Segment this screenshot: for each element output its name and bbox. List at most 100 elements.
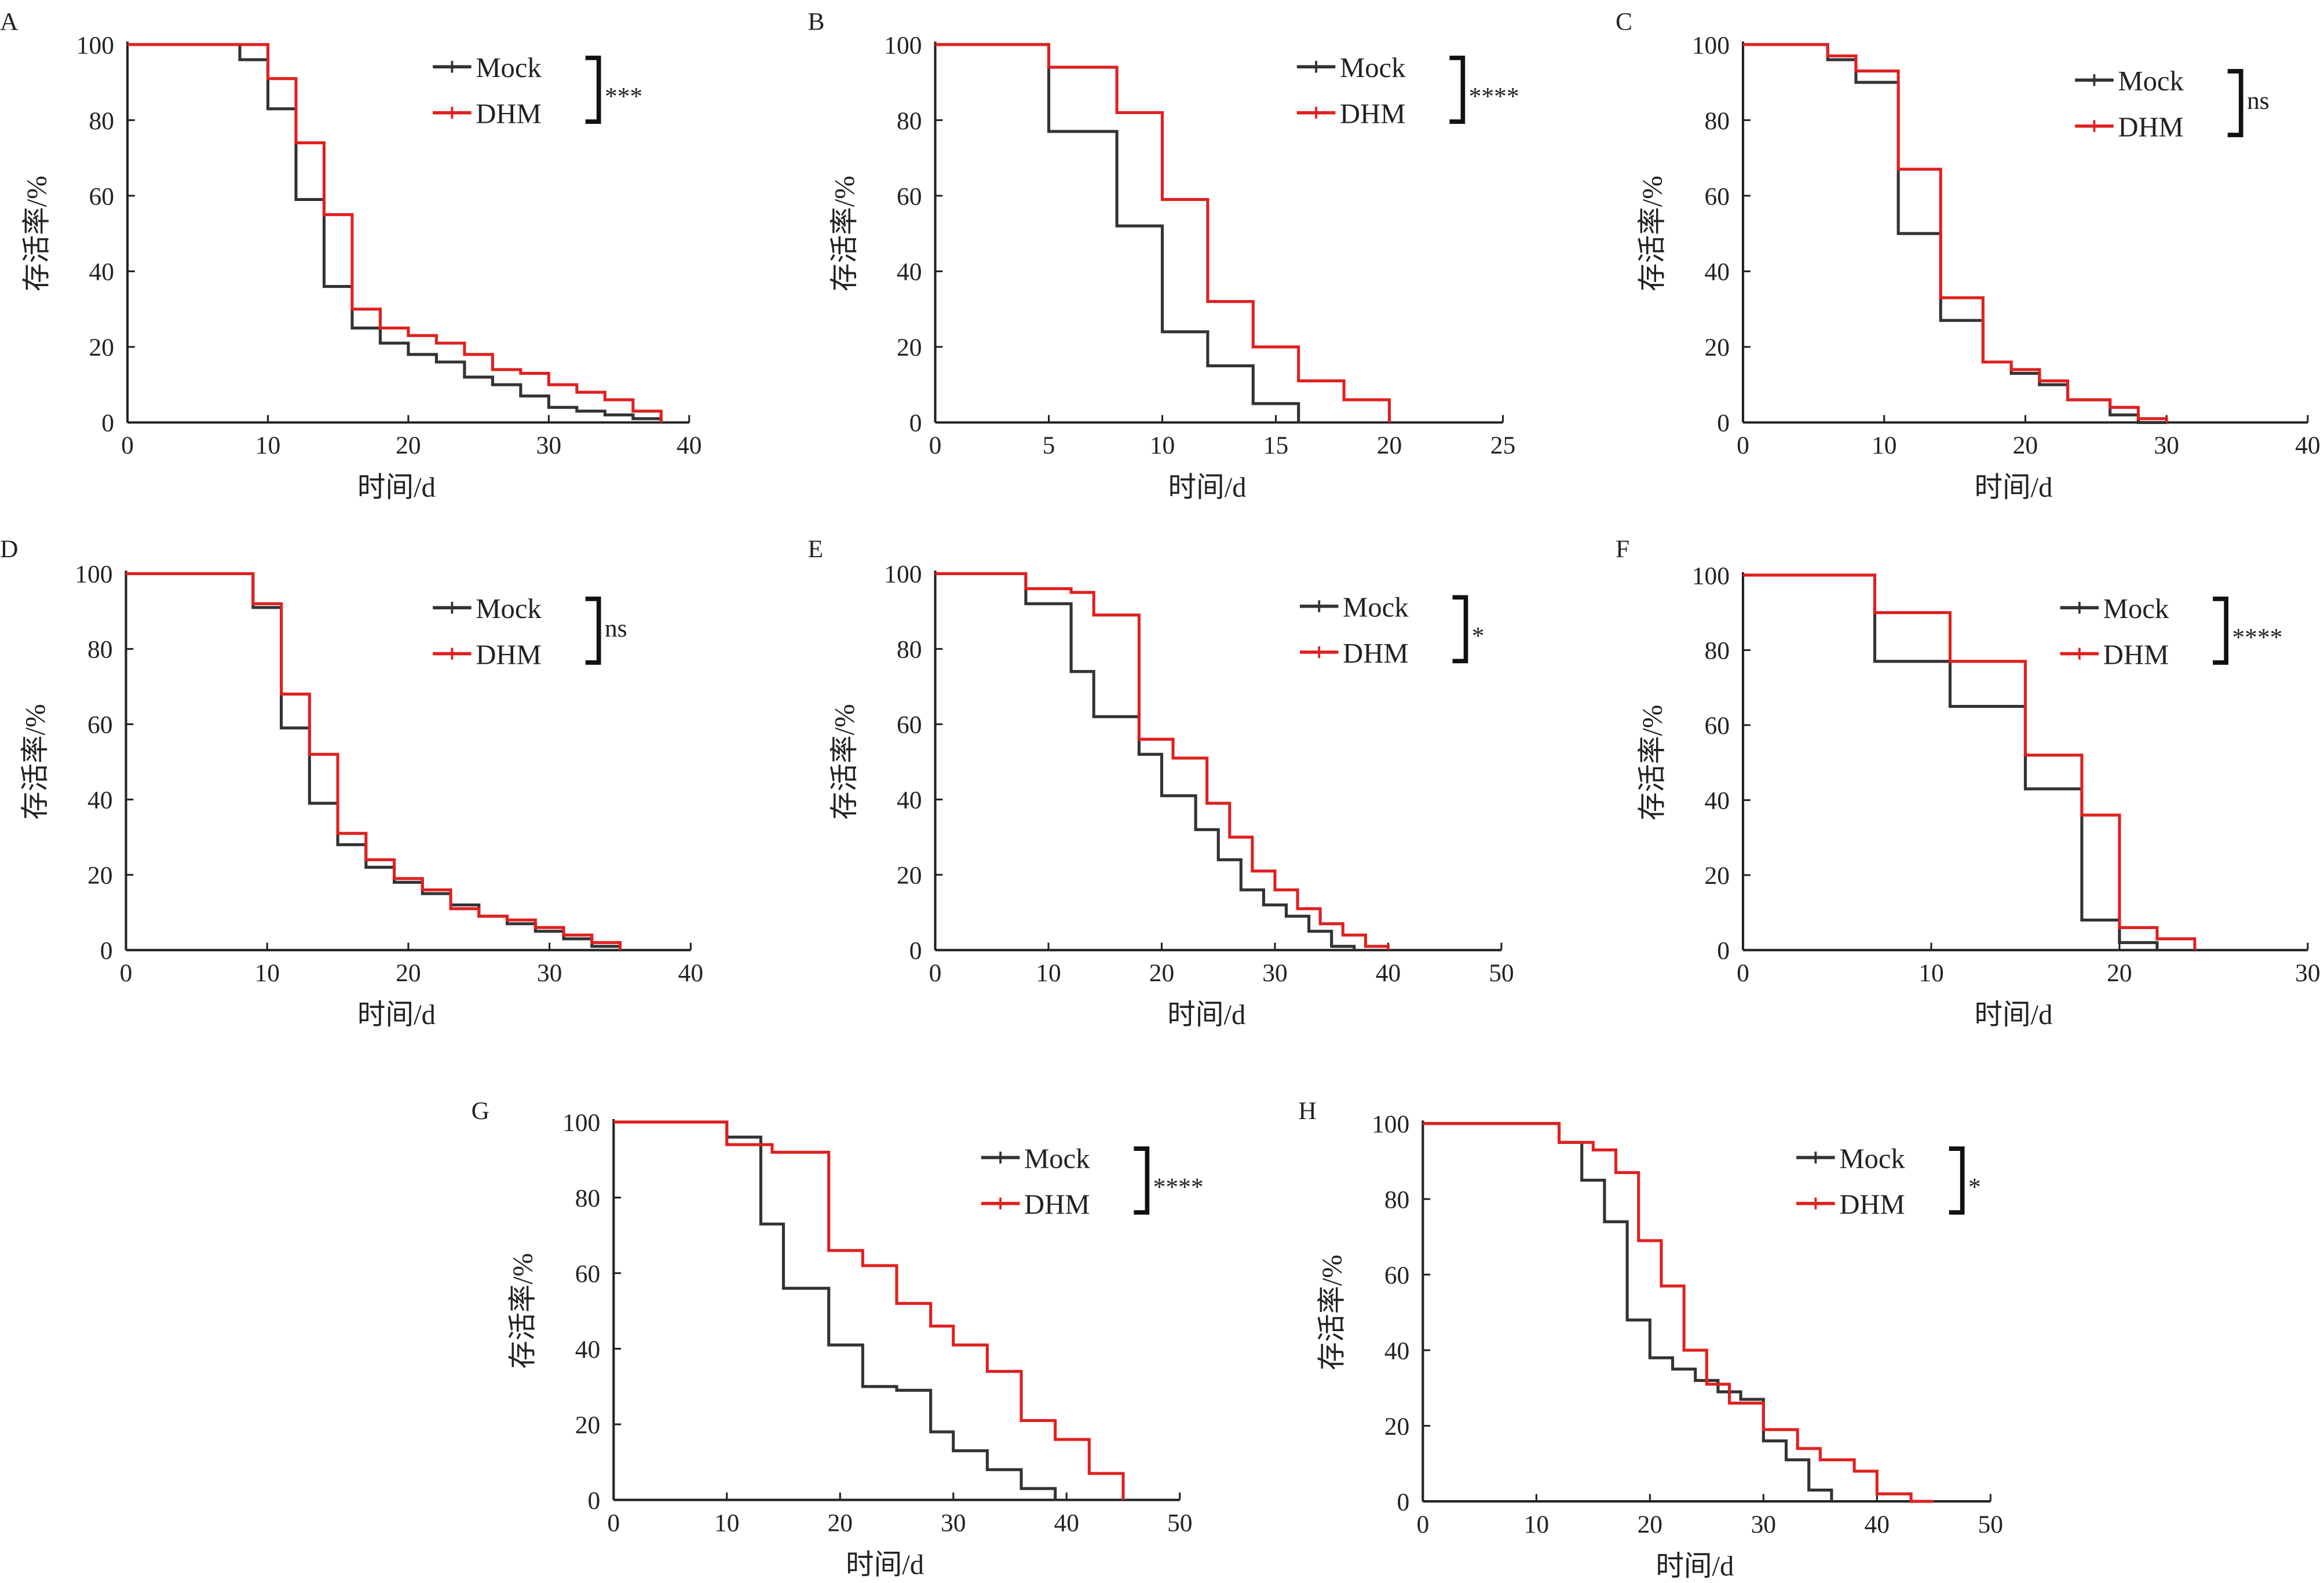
series-dhm-line: [935, 43, 1391, 423]
y-tick-label: 0: [909, 937, 922, 965]
x-tick-label: 10: [1150, 432, 1175, 459]
x-tick-label: 30: [2295, 959, 2320, 987]
x-tick-label: 40: [2295, 432, 2320, 459]
y-axis-label: 存活率/%: [21, 176, 52, 291]
x-tick-label: 5: [1043, 432, 1055, 459]
x-tick-label: 20: [396, 959, 421, 987]
significance-label: *: [1472, 622, 1485, 650]
x-tick-label: 10: [714, 1509, 739, 1537]
series-mock-line: [1743, 43, 2167, 424]
y-tick-label: 60: [897, 711, 922, 739]
x-tick-label: 30: [2154, 432, 2179, 459]
significance-label: ***: [605, 83, 642, 111]
y-tick-label: 60: [575, 1260, 600, 1288]
legend-label-mock: Mock: [1024, 1143, 1090, 1174]
x-tick-label: 20: [828, 1509, 853, 1537]
x-tick-label: 40: [1376, 959, 1401, 987]
x-axis-label: 时间/d: [357, 471, 436, 503]
x-tick-label: 50: [1978, 1511, 2003, 1538]
y-tick-label: 0: [1397, 1488, 1410, 1516]
y-axis-label: 存活率/%: [1636, 176, 1668, 291]
y-tick-label: 80: [897, 107, 922, 135]
legend-label-mock: Mock: [1343, 592, 1409, 623]
series-mock-line: [935, 43, 1300, 423]
x-tick-label: 50: [1167, 1509, 1192, 1537]
panel-letter: B: [807, 8, 824, 35]
legend-label-dhm: DHM: [476, 639, 541, 670]
x-tick-label: 0: [607, 1509, 620, 1537]
significance-bracket: [2227, 69, 2243, 137]
significance-label: *: [1968, 1173, 1981, 1201]
legend-label-mock: Mock: [2118, 65, 2184, 97]
x-tick-label: 10: [1524, 1511, 1549, 1538]
panel-letter: D: [0, 535, 18, 563]
x-tick-label: 10: [1036, 959, 1061, 987]
significance-bracket: [1452, 595, 1468, 664]
y-tick-label: 20: [87, 862, 112, 890]
panel-a: A 0 20 40 60 80 100 0 10 20 30 40 时间/d 存活率/% Mock DHM **…: [0, 8, 702, 503]
x-tick-label: 40: [678, 959, 703, 987]
y-tick-label: 40: [897, 258, 922, 286]
y-tick-label: 20: [1704, 862, 1729, 890]
y-tick-label: 80: [897, 636, 922, 664]
significance-bracket: [1949, 1146, 1965, 1215]
series-dhm-line: [126, 572, 622, 950]
x-tick-label: 0: [929, 959, 942, 987]
y-tick-label: 100: [884, 31, 922, 59]
panel-d: D 0 20 40 60 80 100 0 10 20 30 40 时间/d 存活率/% Mock DHM ns: [0, 535, 703, 1030]
y-tick-label: 20: [89, 334, 114, 361]
y-tick-label: 20: [1704, 334, 1729, 361]
panel-letter: G: [472, 1097, 489, 1125]
y-tick-label: 0: [1717, 937, 1730, 965]
significance-bracket: [585, 597, 601, 665]
x-tick-label: 25: [1490, 432, 1515, 459]
x-tick-label: 30: [1262, 959, 1287, 987]
x-tick-label: 0: [929, 432, 942, 459]
x-axis-label: 时间/d: [846, 1549, 924, 1580]
x-axis-label: 时间/d: [1656, 1551, 1734, 1582]
x-tick-label: 10: [1919, 959, 1943, 987]
x-axis-label: 时间/d: [1974, 471, 2052, 503]
y-axis-label: 存活率/%: [507, 1253, 539, 1369]
y-axis-label: 存活率/%: [1317, 1255, 1348, 1370]
x-tick-label: 0: [1737, 432, 1749, 459]
y-tick-label: 20: [897, 862, 922, 890]
x-axis-label: 时间/d: [1974, 999, 2052, 1030]
x-tick-label: 10: [254, 959, 279, 987]
x-tick-label: 20: [1149, 959, 1174, 987]
y-tick-label: 60: [897, 182, 922, 210]
series-mock-line: [613, 1120, 1057, 1500]
legend-label-mock: Mock: [476, 52, 542, 83]
legend-label-dhm: DHM: [2103, 639, 2169, 670]
y-tick-label: 80: [1704, 107, 1729, 135]
legend-label-dhm: DHM: [1340, 98, 1405, 130]
panel-letter: H: [1298, 1097, 1316, 1125]
x-tick-label: 0: [1416, 1511, 1429, 1538]
panel-c: C 0 20 40 60 80 100 0 10 20 30 40 时间/d 存活率/% Mock DHM ns: [1616, 8, 2321, 503]
y-tick-label: 40: [87, 787, 112, 814]
significance-label: ns: [605, 615, 627, 642]
x-tick-label: 20: [1377, 432, 1402, 459]
y-tick-label: 20: [1384, 1413, 1409, 1441]
legend-label-mock: Mock: [1340, 52, 1406, 83]
y-tick-label: 80: [89, 107, 114, 135]
y-tick-label: 100: [1692, 31, 1730, 59]
y-axis-label: 存活率/%: [1636, 705, 1668, 821]
x-tick-label: 40: [677, 432, 701, 459]
y-axis-label: 存活率/%: [829, 176, 860, 291]
y-tick-label: 100: [76, 31, 114, 59]
y-tick-label: 80: [1704, 637, 1729, 665]
y-tick-label: 40: [89, 258, 114, 286]
panel-b: B 0 20 40 60 80 100 0 5 10 15 20 25 时间/d 存活率/% Mock DHM *…: [807, 8, 1519, 503]
y-tick-label: 100: [1372, 1110, 1409, 1138]
panel-letter: E: [807, 535, 823, 563]
panel-letter: A: [0, 8, 19, 35]
x-axis-label: 时间/d: [1167, 999, 1245, 1030]
significance-bracket: [1449, 56, 1466, 124]
y-tick-label: 100: [75, 561, 112, 588]
significance-label: ****: [2232, 623, 2282, 651]
x-tick-label: 30: [536, 432, 561, 459]
panel-letter: F: [1616, 535, 1629, 563]
y-tick-label: 40: [1704, 258, 1729, 286]
x-tick-label: 20: [1638, 1511, 1662, 1538]
